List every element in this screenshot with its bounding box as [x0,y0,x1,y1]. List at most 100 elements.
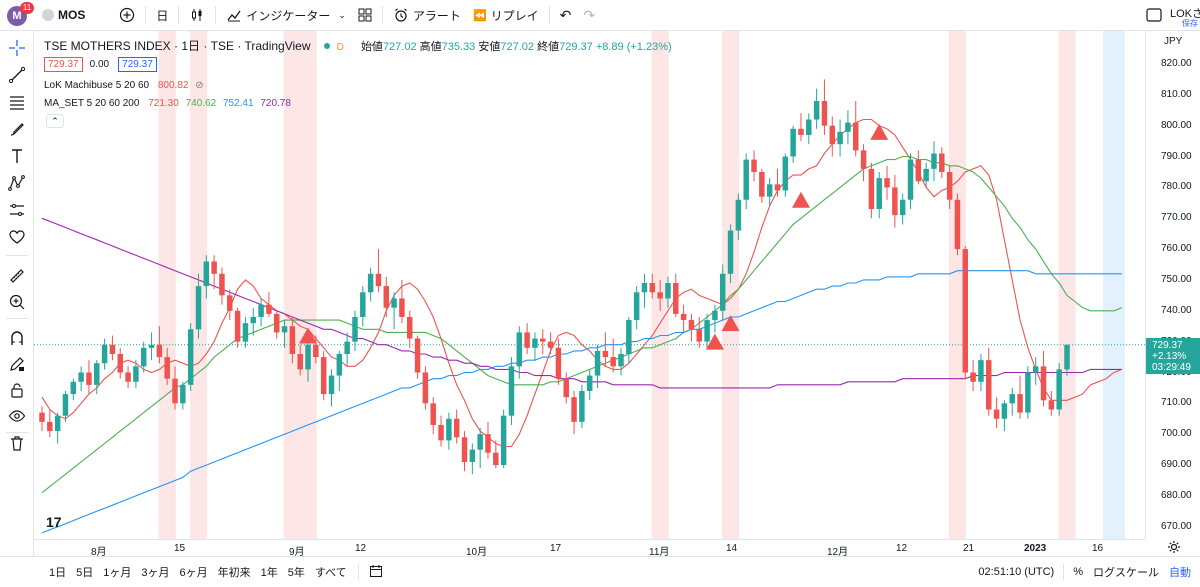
alarm-clock-icon [395,8,407,22]
candle-body [164,357,170,379]
range-button[interactable]: 5日 [76,567,94,579]
auto-scale-toggle[interactable]: 自動 [1169,567,1191,579]
symbol-search-button[interactable]: MOS [36,0,91,31]
replay-label: リプレイ [490,8,539,23]
candle-body [798,128,804,135]
candle-body [62,394,69,416]
candle-body [187,329,194,385]
brush-tool-button[interactable] [6,118,28,140]
user-avatar[interactable]: M 11 [0,0,36,31]
candle-body [172,378,178,404]
candle-body [931,153,937,169]
notification-badge: 11 [20,1,34,14]
save-label: 保存 [1182,18,1198,28]
replay-button[interactable]: ⏪ リプレイ [467,0,545,31]
pencil-lock-icon [10,357,24,371]
candle-body [1032,366,1039,373]
candle-body [876,178,882,209]
collapse-legend-button[interactable]: ⌃ [46,114,64,128]
alert-label: アラート [412,8,461,23]
layout-button[interactable] [352,0,378,31]
candle-body [500,415,507,466]
favorites-tool-button[interactable] [6,226,28,248]
range-button[interactable]: 年初来 [217,567,251,579]
range-button[interactable]: 1ヶ月 [103,567,132,579]
chevron-down-icon: ⌄ [338,9,346,20]
signal-highlight-column [948,31,967,539]
undo-button[interactable]: ↶ [554,0,578,31]
candle-body [954,199,961,250]
keep-drawing-tool-button[interactable] [6,353,28,375]
go-to-date-button[interactable] [365,564,387,581]
candle-body [602,350,609,358]
signal-highlight-column [721,31,740,539]
candle-body [281,326,288,333]
candle-body [86,372,92,385]
time-axis[interactable]: 8月 15 9月 12 10月 17 11月 14 12月 12 21 2023 16 [34,539,1145,558]
grid-layout-icon [358,8,372,22]
candle-body [923,168,929,182]
candle-body [884,178,890,188]
candle-body [633,292,640,321]
candle-body [289,326,296,354]
fib-tool-button[interactable] [6,91,28,113]
heart-icon [9,230,25,244]
interval-button[interactable]: 日 [156,8,169,23]
indicators-button[interactable]: インジケーター ⌄ [220,0,352,31]
candle-body [1064,344,1070,370]
time-label: 8月 [91,547,107,558]
high-label: 高値 [419,41,442,53]
percent-toggle[interactable]: % [1073,566,1083,578]
candle-body [391,298,397,308]
range-button[interactable]: 1日 [49,567,67,579]
chart-title[interactable]: TSE MOTHERS INDEX · 1日 · TSE · TradingVi… [44,39,311,53]
candle-body [813,101,820,120]
indicator-legend-2[interactable]: MA_SET 5 20 60 200 721.30 740.62 752.41 … [44,98,291,109]
indicator-legend-1[interactable]: LoK Machibuse 5 20 60 800.82 ⊘ [44,80,204,91]
range-button[interactable]: すべて [314,567,347,579]
ma-line-5 [41,118,1123,448]
log-scale-toggle[interactable]: ログスケール [1093,567,1159,579]
measure-tool-button[interactable] [6,265,28,287]
trade-buttons: 729.37 0.00 729.37 [44,57,161,72]
chart-settings-button[interactable] [1167,540,1183,556]
delete-drawings-button[interactable] [6,432,28,454]
candle-body [853,122,859,151]
range-button[interactable]: 6ヶ月 [179,567,208,579]
trendline-tool-button[interactable] [6,64,28,86]
candle-body [305,344,311,370]
redo-button[interactable]: ↷ [577,0,601,31]
zoom-tool-button[interactable] [6,291,28,313]
text-tool-button[interactable] [6,145,28,167]
chart-type-button[interactable] [183,0,211,31]
candles-icon [192,9,202,21]
fullscreen-button[interactable] [1140,0,1168,31]
candle-body [1009,394,1015,404]
price-chart[interactable] [34,31,1145,539]
sell-button[interactable]: 729.37 [44,57,83,72]
user-save-area[interactable]: LOKさん 保存 [1168,0,1200,31]
crosshair-tool-button[interactable] [6,37,28,59]
range-button[interactable]: 3ヶ月 [141,567,170,579]
candle-body [383,286,390,308]
lock-drawings-button[interactable] [6,379,28,401]
candle-body [939,153,945,172]
range-button[interactable]: 1年 [260,567,278,579]
range-button[interactable]: 5年 [287,567,305,579]
top-toolbar: M 11 MOS 日 インジケーター ⌄ アラート ⏪ [0,0,1200,31]
candle-body [360,292,366,317]
prediction-tool-button[interactable] [6,199,28,221]
close-label: 終値 [537,41,560,53]
candle-body [266,304,272,314]
buy-button[interactable]: 729.37 [118,57,157,72]
price-scale[interactable]: JPY 820.00 810.00 800.00 790.00 780.00 770.00… [1145,31,1200,539]
compare-button[interactable] [113,0,141,31]
toolbar-divider [145,6,147,24]
magnet-tool-button[interactable] [6,327,28,349]
candle-body [1048,400,1055,410]
clock[interactable]: 02:51:10 (UTC) [978,566,1055,578]
pattern-tool-button[interactable] [6,172,28,194]
hide-drawings-button[interactable] [6,405,28,427]
alert-button[interactable]: アラート [387,0,467,31]
price-label: 760.00 [1161,243,1192,255]
